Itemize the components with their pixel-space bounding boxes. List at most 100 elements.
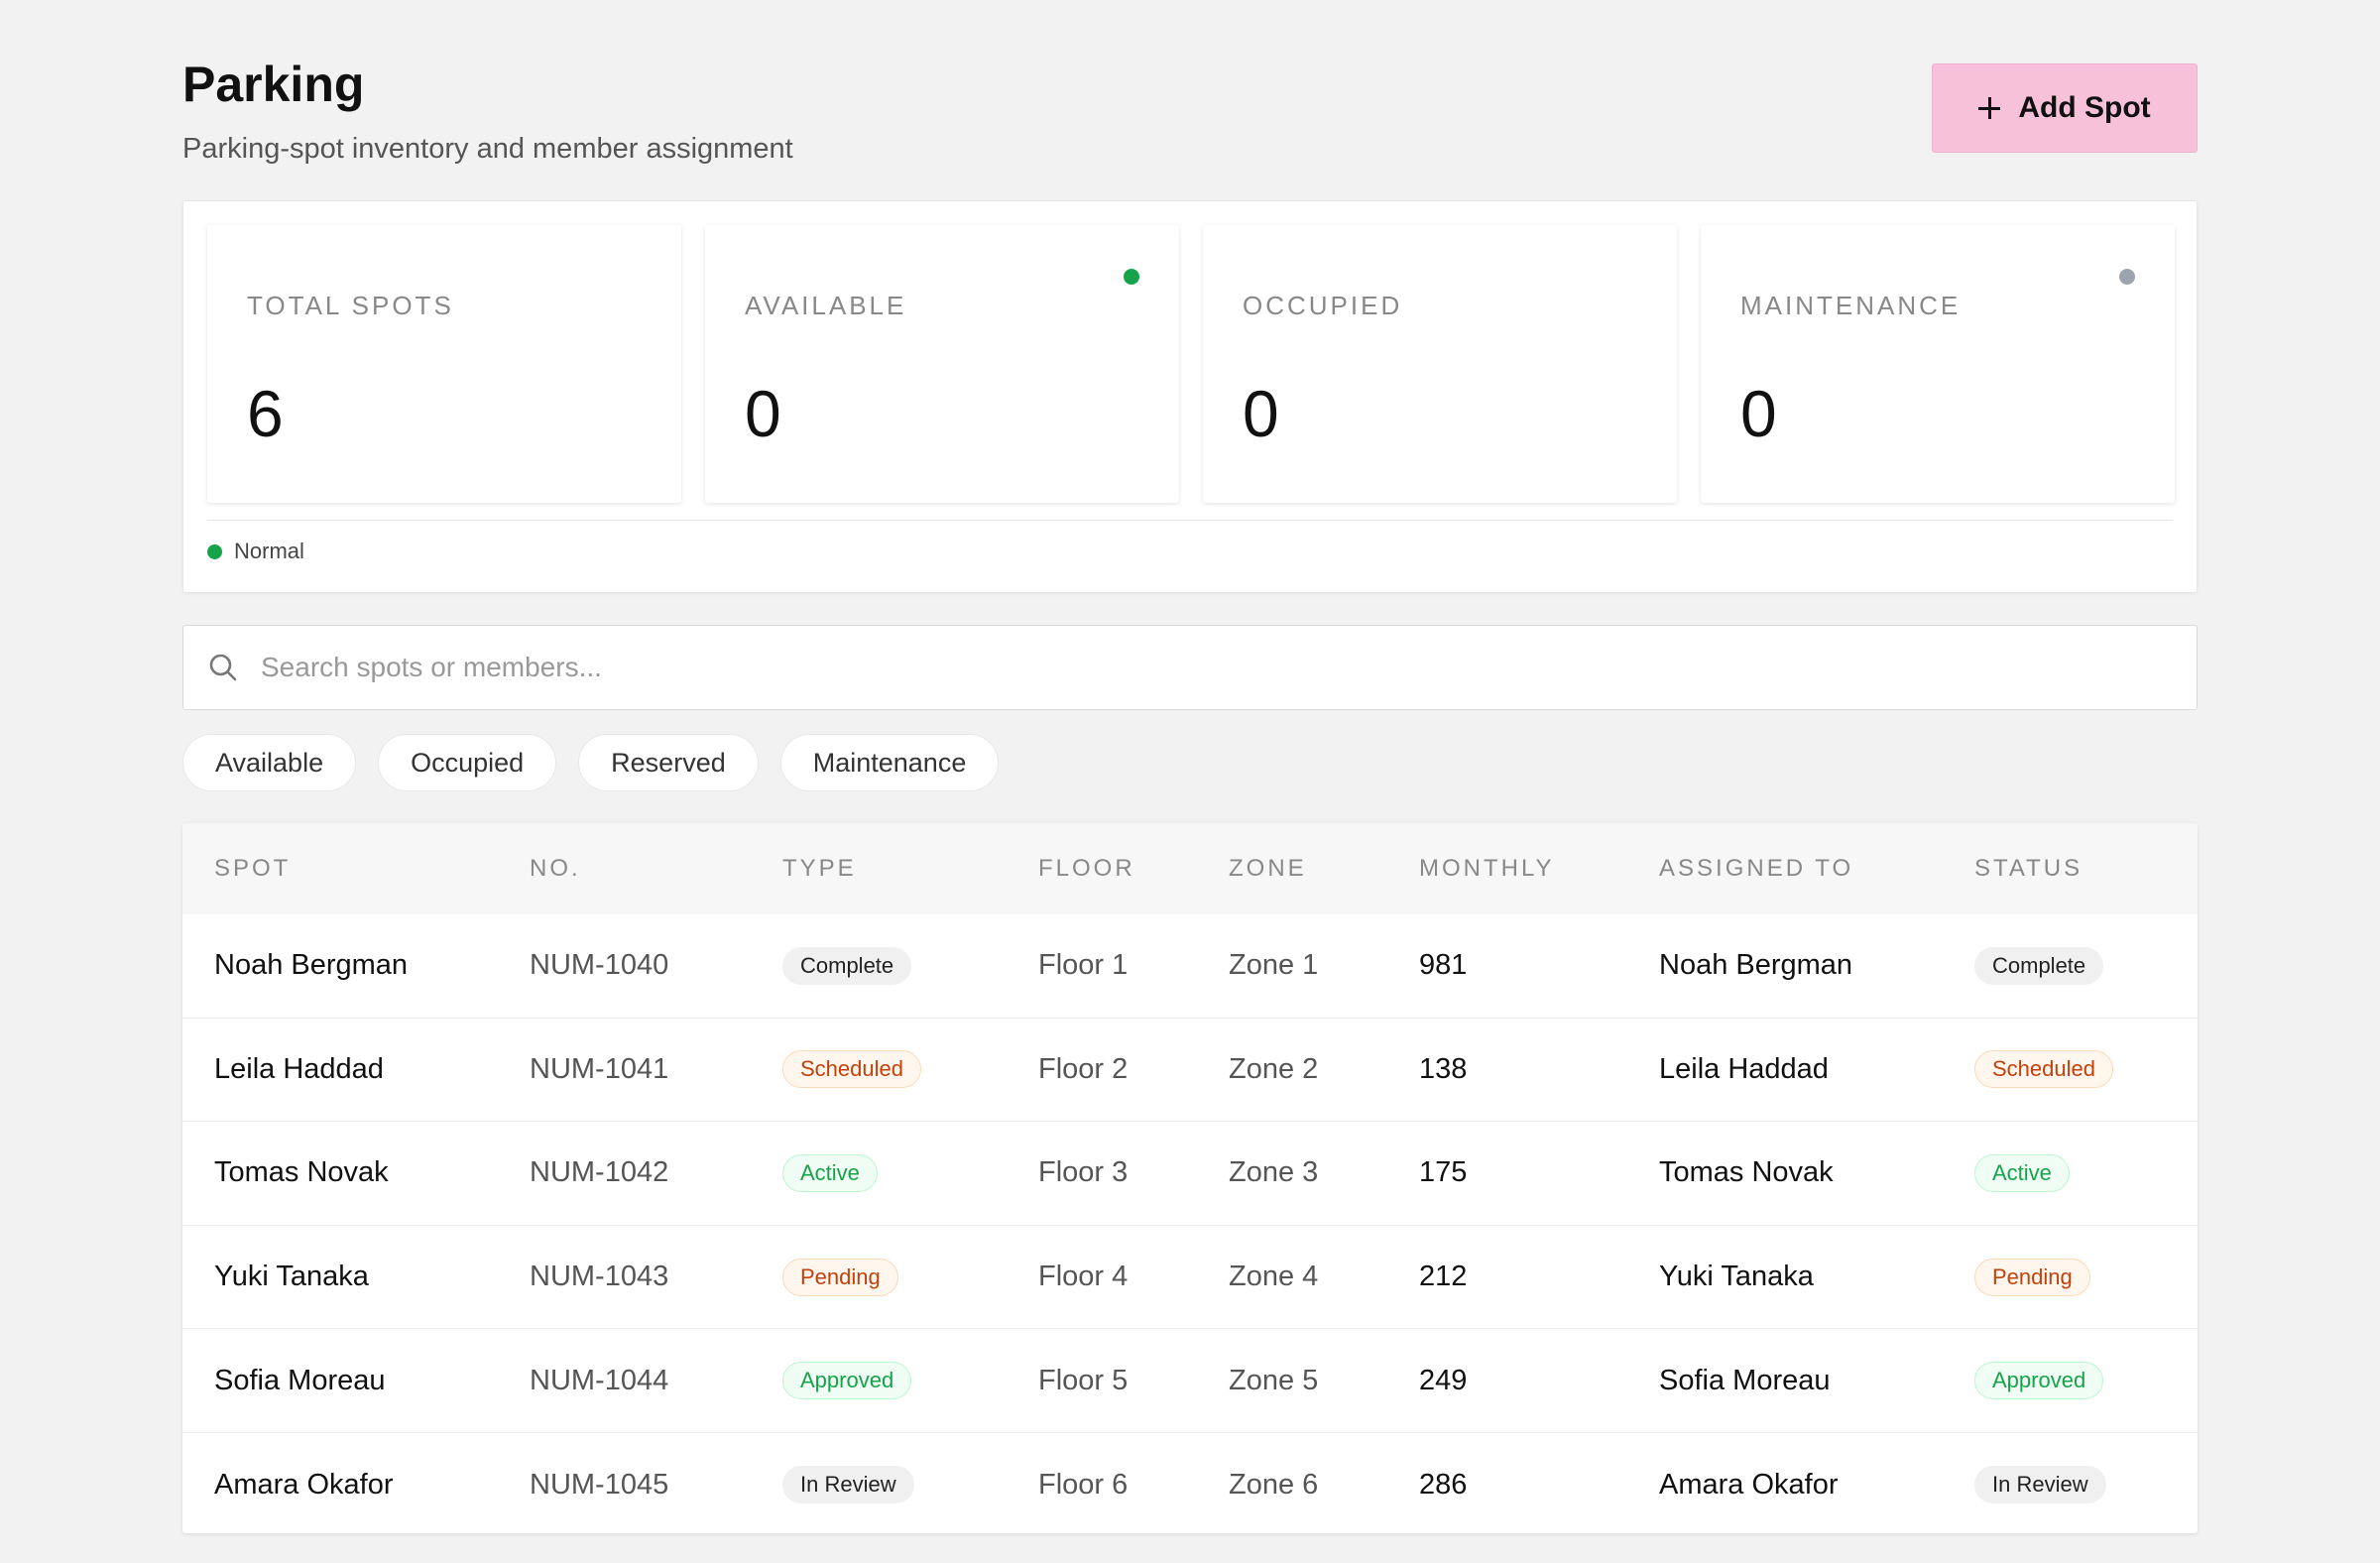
- panel-divider: [207, 520, 2173, 521]
- page-title: Parking: [182, 57, 365, 112]
- status-badge: In Review: [1974, 1466, 2106, 1504]
- filter-chip-available[interactable]: Available: [182, 734, 357, 791]
- table-header: SPOT NO. TYPE FLOOR ZONE MONTHLY ASSIGNE…: [182, 823, 2198, 914]
- cell-zone: Zone 3: [1229, 1156, 1319, 1189]
- cell-assigned-to: Leila Haddad: [1659, 1052, 1829, 1085]
- stat-label: AVAILABLE: [745, 291, 907, 320]
- cell-monthly: 981: [1419, 949, 1468, 982]
- cell-status: Scheduled: [1974, 1019, 2113, 1122]
- add-spot-button[interactable]: Add Spot: [1932, 63, 2198, 153]
- status-badge: Active: [1974, 1153, 2070, 1192]
- table-row[interactable]: Leila Haddad NUM-1041 Scheduled Floor 2 Zone…: [182, 1019, 2198, 1123]
- cell-type: In Review: [782, 1433, 914, 1533]
- stat-value: 6: [247, 377, 284, 450]
- cell-number: NUM-1040: [530, 949, 669, 982]
- cell-assigned-to: Sofia Moreau: [1659, 1364, 1831, 1396]
- stat-card-total-spots: TOTAL SPOTS 6: [207, 225, 681, 503]
- status-dot-icon: [2119, 269, 2135, 285]
- type-badge: Active: [782, 1153, 878, 1192]
- stat-value: 0: [745, 377, 781, 450]
- stat-value: 0: [1740, 377, 1777, 450]
- legend-label: Normal: [234, 539, 304, 563]
- legend-dot-icon: [207, 543, 222, 559]
- cell-spot: Tomas Novak: [214, 1156, 389, 1189]
- spots-table: SPOT NO. TYPE FLOOR ZONE MONTHLY ASSIGNE…: [182, 823, 2198, 1533]
- search-box: [182, 625, 2198, 710]
- cell-zone: Zone 1: [1229, 949, 1319, 982]
- stat-card-available: AVAILABLE 0: [705, 225, 1179, 503]
- cell-zone: Zone 4: [1229, 1261, 1319, 1293]
- cell-monthly: 249: [1419, 1364, 1468, 1396]
- cell-zone: Zone 5: [1229, 1364, 1319, 1396]
- status-badge: Scheduled: [1974, 1050, 2113, 1089]
- cell-floor: Floor 6: [1038, 1468, 1129, 1501]
- status-dot-icon: [1124, 269, 1139, 285]
- stat-label: OCCUPIED: [1243, 291, 1403, 320]
- column-header-status[interactable]: STATUS: [1974, 855, 2083, 882]
- table-body: Noah Bergman NUM-1040 Complete Floor 1 Zone …: [182, 914, 2198, 1533]
- type-badge: Scheduled: [782, 1050, 921, 1089]
- status-legend: Normal: [207, 539, 304, 564]
- add-spot-label: Add Spot: [2018, 91, 2151, 124]
- type-badge: Approved: [782, 1362, 912, 1400]
- table-row[interactable]: Amara Okafor NUM-1045 In Review Floor 6 Zone…: [182, 1433, 2198, 1533]
- column-header-type[interactable]: TYPE: [782, 855, 857, 882]
- status-badge: Approved: [1974, 1362, 2104, 1400]
- table-row[interactable]: Noah Bergman NUM-1040 Complete Floor 1 Zone …: [182, 914, 2198, 1019]
- search-icon: [209, 654, 237, 681]
- cell-floor: Floor 1: [1038, 949, 1129, 982]
- cell-number: NUM-1042: [530, 1156, 669, 1189]
- table-row[interactable]: Tomas Novak NUM-1042 Active Floor 3 Zone 3 17…: [182, 1122, 2198, 1226]
- column-header-spot[interactable]: SPOT: [214, 855, 292, 882]
- filter-chip-occupied[interactable]: Occupied: [378, 734, 557, 791]
- cell-status: Pending: [1974, 1226, 2090, 1329]
- cell-monthly: 286: [1419, 1468, 1468, 1501]
- cell-status: Active: [1974, 1122, 2070, 1225]
- column-header-assigned-to[interactable]: ASSIGNED TO: [1659, 855, 1854, 882]
- status-badge: Complete: [1974, 946, 2104, 985]
- cell-spot: Sofia Moreau: [214, 1364, 386, 1396]
- cell-monthly: 212: [1419, 1261, 1468, 1293]
- cell-assigned-to: Yuki Tanaka: [1659, 1261, 1814, 1293]
- cell-spot: Leila Haddad: [214, 1052, 384, 1085]
- cell-floor: Floor 2: [1038, 1052, 1129, 1085]
- cell-number: NUM-1044: [530, 1364, 669, 1396]
- filter-chip-maintenance[interactable]: Maintenance: [779, 734, 1000, 791]
- stat-card-occupied: OCCUPIED 0: [1203, 225, 1677, 503]
- cell-floor: Floor 3: [1038, 1156, 1129, 1189]
- filter-chip-reserved[interactable]: Reserved: [578, 734, 759, 791]
- cell-monthly: 138: [1419, 1052, 1468, 1085]
- cell-zone: Zone 2: [1229, 1052, 1319, 1085]
- type-badge: Complete: [782, 946, 912, 985]
- table-row[interactable]: Yuki Tanaka NUM-1043 Pending Floor 4 Zone 4 2…: [182, 1226, 2198, 1330]
- cell-floor: Floor 5: [1038, 1364, 1129, 1396]
- cell-type: Active: [782, 1122, 878, 1225]
- cell-zone: Zone 6: [1229, 1468, 1319, 1501]
- cell-type: Complete: [782, 914, 912, 1018]
- filter-chips: Available Occupied Reserved Maintenance: [182, 734, 1000, 791]
- search-input[interactable]: [261, 652, 2145, 683]
- cell-assigned-to: Amara Okafor: [1659, 1468, 1839, 1501]
- cell-type: Pending: [782, 1226, 898, 1329]
- page-subtitle: Parking-spot inventory and member assign…: [182, 133, 793, 165]
- type-badge: Pending: [782, 1258, 898, 1296]
- cell-floor: Floor 4: [1038, 1261, 1129, 1293]
- stats-panel: TOTAL SPOTS 6 AVAILABLE 0 OCCUPIED 0 MAI…: [182, 200, 2198, 593]
- cell-status: Complete: [1974, 914, 2104, 1018]
- cell-number: NUM-1043: [530, 1261, 669, 1293]
- cell-monthly: 175: [1419, 1156, 1468, 1189]
- stat-value: 0: [1243, 377, 1279, 450]
- cell-assigned-to: Tomas Novak: [1659, 1156, 1834, 1189]
- cell-status: Approved: [1974, 1329, 2104, 1432]
- status-badge: Pending: [1974, 1258, 2090, 1296]
- cell-number: NUM-1045: [530, 1468, 669, 1501]
- stat-card-maintenance: MAINTENANCE 0: [1701, 225, 2175, 503]
- column-header-zone[interactable]: ZONE: [1229, 855, 1307, 882]
- table-row[interactable]: Sofia Moreau NUM-1044 Approved Floor 5 Zone …: [182, 1329, 2198, 1433]
- column-header-no[interactable]: NO.: [530, 855, 581, 882]
- cell-spot: Noah Bergman: [214, 949, 409, 982]
- cell-type: Scheduled: [782, 1019, 921, 1122]
- column-header-floor[interactable]: FLOOR: [1038, 855, 1135, 882]
- column-header-monthly[interactable]: MONTHLY: [1419, 855, 1555, 882]
- cell-type: Approved: [782, 1329, 912, 1432]
